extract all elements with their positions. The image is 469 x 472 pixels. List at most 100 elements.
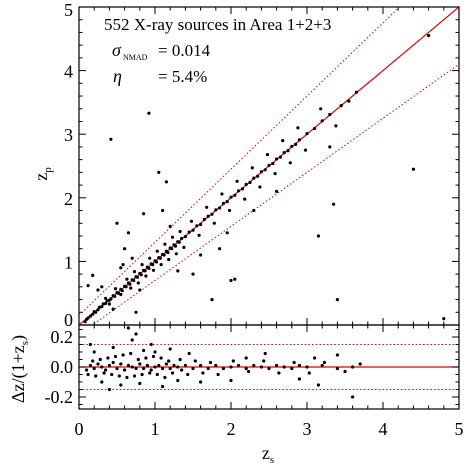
residual-data-point [151, 354, 156, 359]
residual-data-point [263, 351, 267, 356]
residual-data-point [110, 372, 114, 377]
residual-data-point [148, 371, 152, 375]
residual-data-point [237, 363, 241, 368]
residual-data-point [178, 357, 182, 362]
residual-data-point [320, 363, 324, 368]
residual-data-point [176, 365, 180, 369]
residual-data-point [267, 366, 271, 371]
main-data-point [281, 139, 285, 143]
main-data-point [244, 182, 248, 186]
main-data-point [104, 301, 108, 305]
residual-data-point [307, 371, 311, 375]
residual-data-point [170, 371, 175, 375]
main-data-point [121, 263, 125, 267]
residual-data-point [144, 356, 148, 360]
main-data-point [164, 180, 168, 184]
residual-data-point [153, 350, 157, 354]
residual-panel: -0.2 0.0 0.2 0 1 2 3 4 5 Δz/(1+zs) zs [8, 324, 464, 466]
residual-data-point [214, 363, 218, 368]
main-data-point [347, 99, 351, 103]
main-data-point [119, 292, 123, 297]
residual-y-axis-label: Δz/(1+zs) [8, 335, 31, 403]
residual-data-point [206, 366, 210, 371]
residual-data-point [297, 363, 301, 368]
main-data-point [139, 273, 143, 277]
residual-data-point [121, 353, 125, 357]
main-data-point [218, 247, 222, 251]
main-data-point [252, 208, 256, 213]
main-data-point [199, 222, 203, 227]
residual-data-point [229, 378, 233, 383]
main-data-point [199, 253, 203, 257]
residual-data-point [191, 366, 195, 371]
main-y-tick-label: 3 [64, 125, 73, 145]
main-data-point [132, 278, 136, 283]
main-data-point [182, 245, 186, 249]
main-data-point [128, 282, 132, 286]
main-data-point [148, 256, 152, 260]
main-data-point [305, 132, 309, 136]
main-data-point [100, 285, 104, 289]
main-data-point [154, 260, 159, 264]
main-data-point [142, 212, 146, 216]
main-data-point [233, 277, 237, 281]
x-tick-label: 1 [151, 419, 160, 439]
residual-axis-ticks [78, 325, 460, 409]
main-data-point [111, 307, 115, 311]
main-data-point [195, 224, 199, 228]
main-data-point [109, 137, 113, 141]
sigma-value: = 0.014 [158, 41, 211, 60]
main-data-point [442, 317, 446, 321]
main-data-point [86, 316, 90, 320]
residual-data-point [100, 365, 104, 369]
upper-outlier-bound [79, 7, 401, 316]
residual-data-point [244, 356, 248, 360]
main-data-point [303, 148, 308, 152]
residual-data-point [119, 362, 123, 366]
main-data-point [227, 208, 232, 213]
residual-data-point [134, 332, 138, 336]
main-data-point [313, 126, 317, 131]
residual-data-point [157, 363, 161, 368]
main-data-point [144, 274, 148, 278]
residual-data-point [277, 371, 281, 375]
residual-data-point [92, 366, 96, 371]
residual-data-point [138, 362, 142, 366]
residual-y-tick-labels: -0.2 0.0 0.2 [45, 327, 74, 407]
residual-data-point [115, 366, 119, 371]
main-data-point [320, 119, 324, 123]
residual-data-point [159, 356, 163, 360]
main-data-point [138, 288, 142, 292]
x-axis-label: zs [262, 443, 274, 466]
main-data-point [275, 157, 279, 161]
main-data-point [91, 312, 95, 316]
residual-data-point [94, 374, 98, 378]
main-data-point [214, 208, 218, 212]
main-scatter-points [83, 34, 446, 324]
main-data-point [229, 195, 233, 199]
residual-data-point [322, 360, 327, 365]
residual-data-point [149, 342, 153, 347]
main-data-point [166, 250, 170, 255]
main-data-point [159, 263, 163, 267]
sigma-symbol: σ [112, 40, 122, 60]
main-data-point [113, 294, 117, 298]
main-data-point [119, 266, 123, 270]
residual-data-point [313, 356, 317, 360]
x-tick-labels: 0 1 2 3 4 5 [75, 419, 464, 439]
main-data-point [339, 104, 343, 108]
main-data-point [294, 142, 298, 146]
main-data-point [332, 202, 336, 206]
main-y-tick-labels: 0 1 2 3 4 5 [64, 0, 73, 330]
x-tick-label: 3 [303, 419, 312, 439]
residual-data-point [88, 363, 92, 368]
residual-data-point [117, 374, 121, 378]
residual-data-point [136, 357, 140, 362]
x-tick-label: 2 [227, 419, 236, 439]
residual-data-point [176, 378, 180, 383]
main-data-point [83, 320, 87, 324]
residual-data-point [100, 380, 104, 384]
residual-data-point [107, 363, 111, 368]
sigma-subscript: NMAD [123, 53, 148, 62]
